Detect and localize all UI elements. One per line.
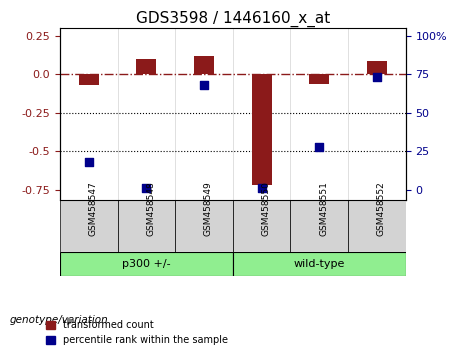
Bar [79,74,99,85]
Text: GSM458552: GSM458552 [377,181,386,235]
Title: GDS3598 / 1446160_x_at: GDS3598 / 1446160_x_at [136,11,330,27]
Text: GSM458547: GSM458547 [89,181,98,235]
Text: GSM458551: GSM458551 [319,181,328,235]
FancyBboxPatch shape [233,200,290,252]
Legend: transformed count, percentile rank within the sample: transformed count, percentile rank withi… [42,316,232,349]
Text: ▶: ▶ [67,315,75,325]
FancyBboxPatch shape [348,200,406,252]
Point [373,75,381,80]
Point [142,185,150,191]
FancyBboxPatch shape [233,252,406,276]
Point [315,144,323,149]
FancyBboxPatch shape [175,200,233,252]
FancyBboxPatch shape [290,200,348,252]
FancyBboxPatch shape [60,252,233,276]
Bar [136,59,156,74]
FancyBboxPatch shape [60,200,118,252]
Text: GSM458548: GSM458548 [146,181,155,235]
Bar [194,56,214,74]
Point [258,185,266,191]
Bar [367,61,387,74]
Bar [309,74,329,84]
Bar [252,74,272,185]
Text: GSM458549: GSM458549 [204,181,213,235]
Text: GSM458550: GSM458550 [262,181,271,235]
Text: p300 +/-: p300 +/- [122,259,171,269]
Point [200,82,207,88]
Point [85,159,92,165]
FancyBboxPatch shape [118,200,175,252]
Text: genotype/variation: genotype/variation [9,315,108,325]
Text: wild-type: wild-type [294,259,345,269]
